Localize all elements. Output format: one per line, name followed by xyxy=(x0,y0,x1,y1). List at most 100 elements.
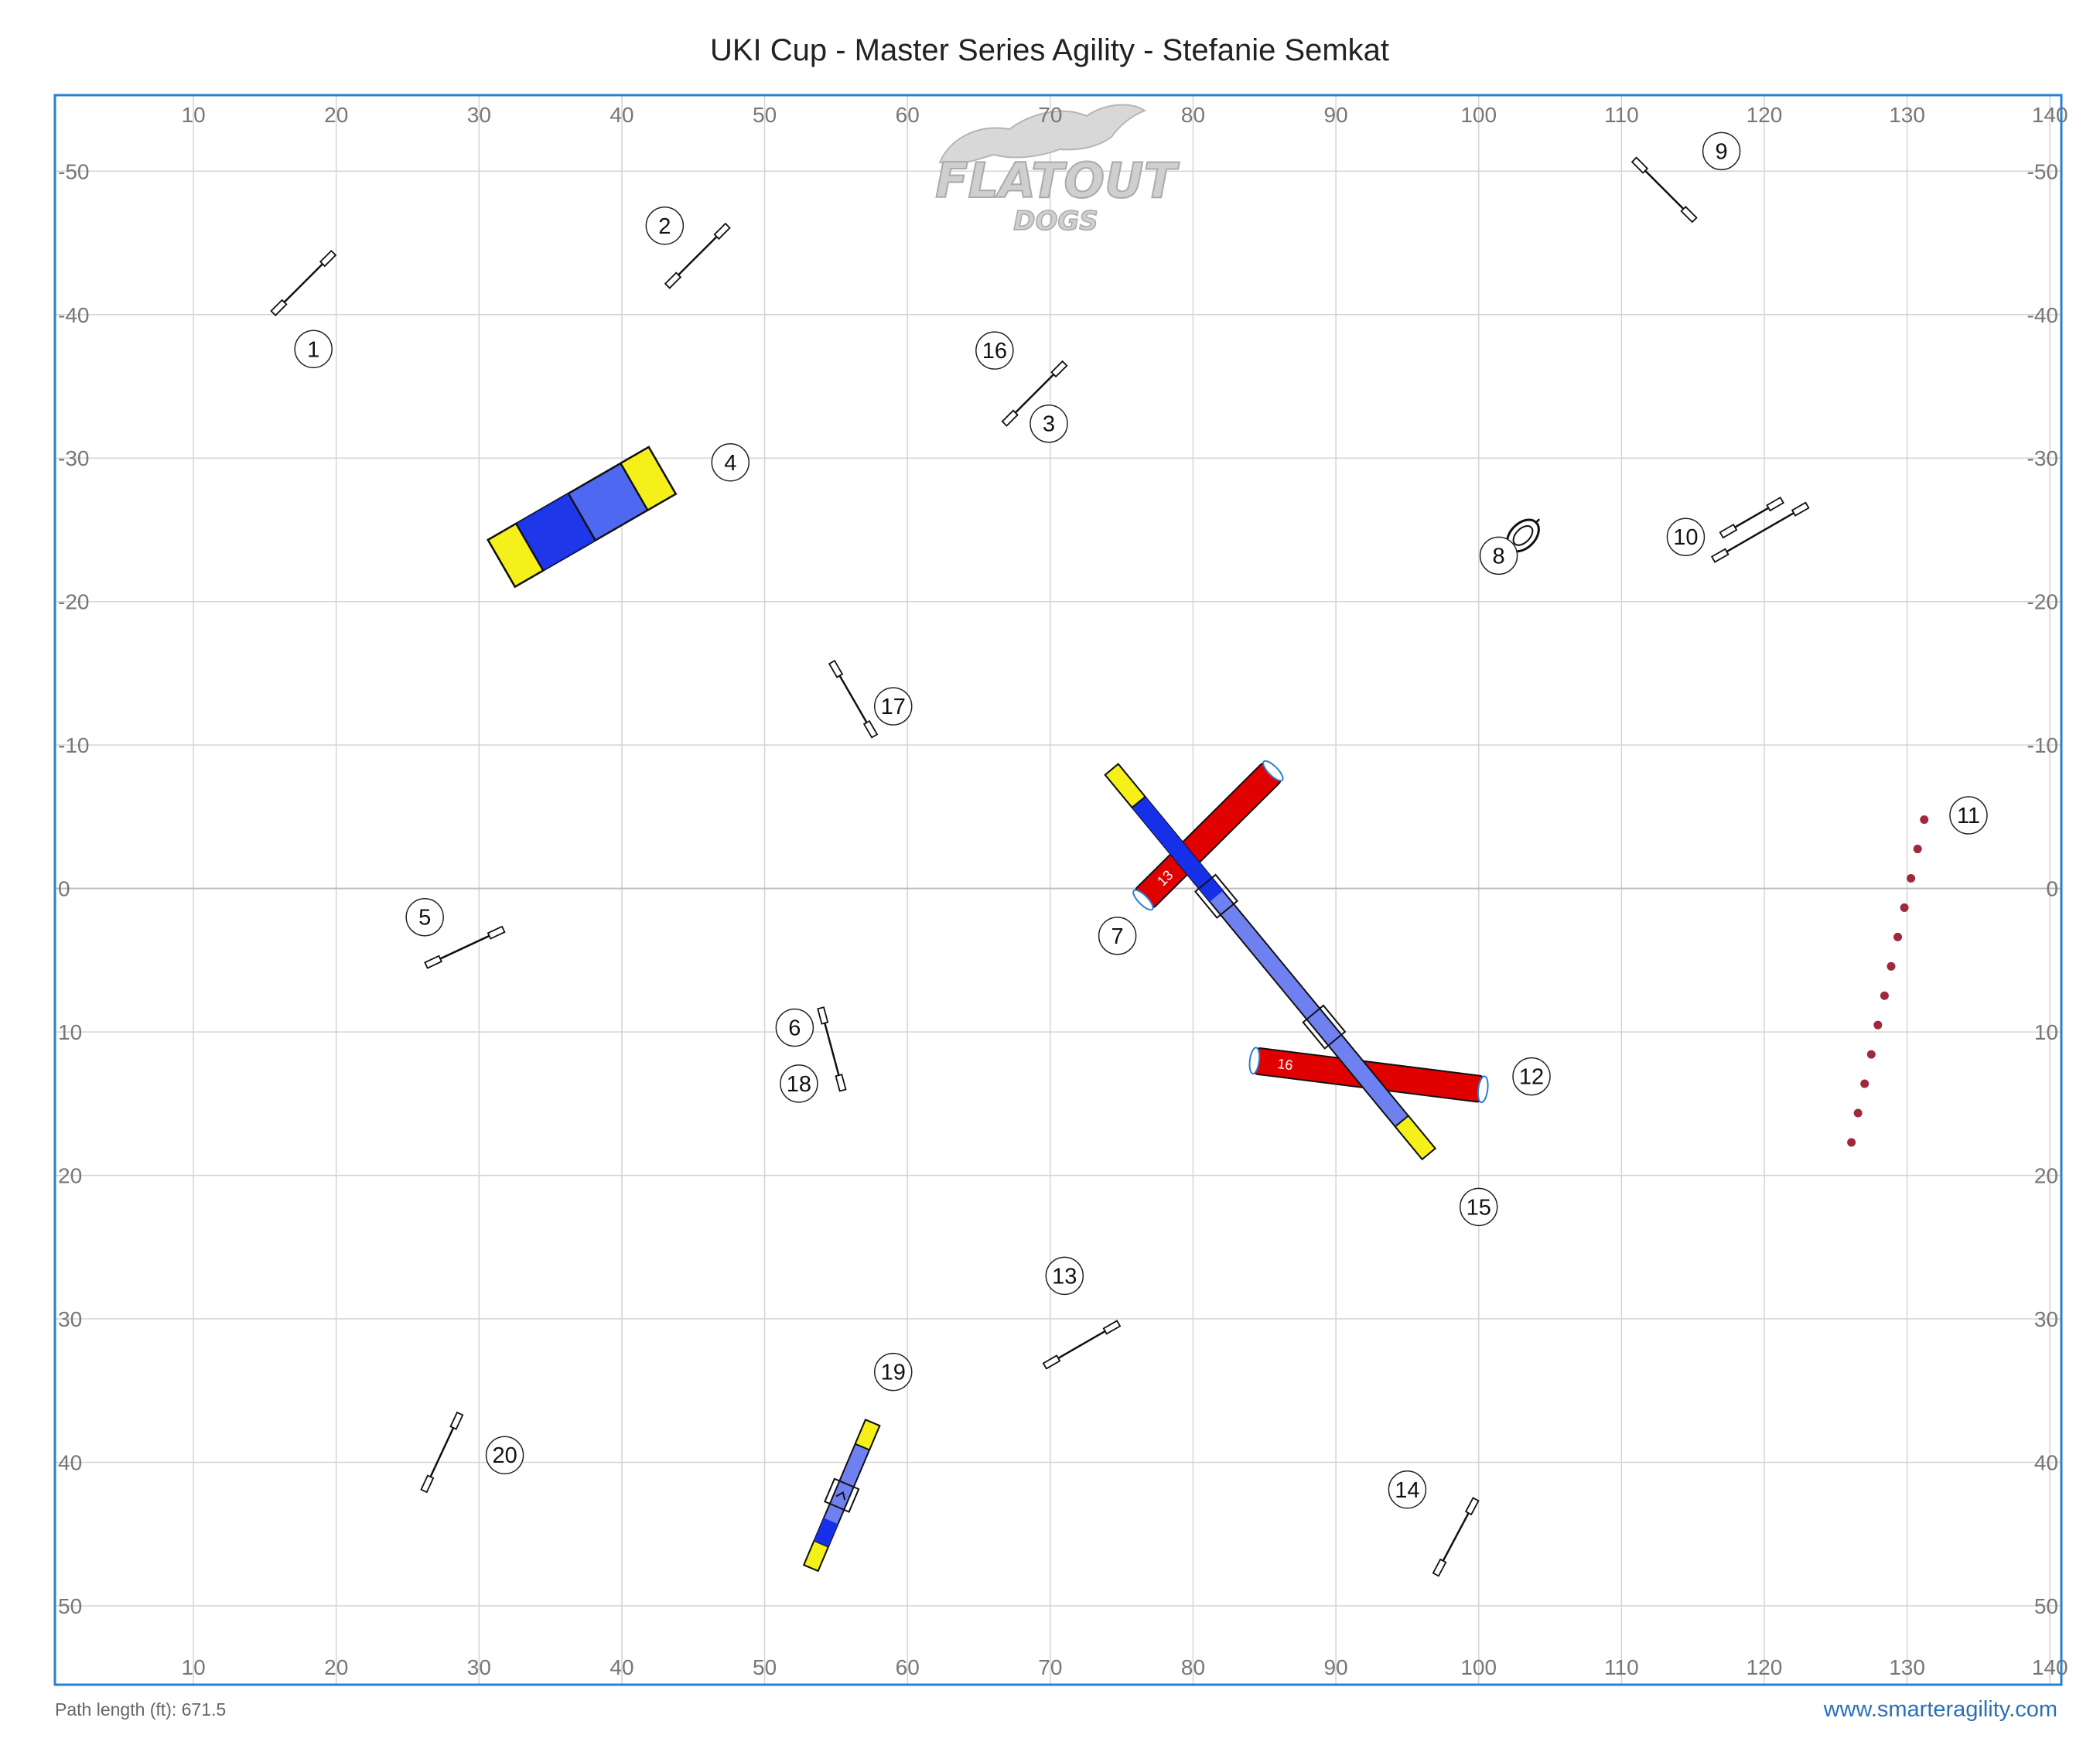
x-tick-label-bottom: 10 xyxy=(182,1655,206,1679)
number-label: 10 xyxy=(1673,525,1698,550)
number-label: 20 xyxy=(492,1443,517,1468)
jump-obstacle xyxy=(664,222,731,289)
y-tick-label-left: -40 xyxy=(58,303,89,327)
y-tick-label-left: 30 xyxy=(58,1307,82,1331)
sequence-number: 8 xyxy=(1479,536,1518,575)
number-label: 6 xyxy=(788,1016,801,1041)
sequence-number: 5 xyxy=(405,897,444,937)
number-circle xyxy=(1045,1256,1084,1296)
y-tick-label-right: -50 xyxy=(2027,159,2058,183)
tunnel-label: 16 xyxy=(1276,1056,1293,1073)
number-circle xyxy=(780,1064,818,1103)
number-circle xyxy=(775,1008,814,1047)
y-tick-label-right: -10 xyxy=(2027,733,2058,757)
sequence-number: 2 xyxy=(645,207,685,245)
jump-obstacle xyxy=(828,659,879,739)
number-label: 9 xyxy=(1716,139,1728,164)
x-tick-label-bottom: 140 xyxy=(2032,1655,2068,1679)
number-circle xyxy=(485,1436,524,1474)
sequence-number: 19 xyxy=(874,1352,913,1392)
jump-wing xyxy=(1791,501,1810,517)
x-tick-label-bottom: 40 xyxy=(610,1655,633,1679)
x-tick-label-top: 130 xyxy=(1889,103,1925,127)
y-tick-label-left: 50 xyxy=(58,1594,82,1618)
y-tick-label-left: 20 xyxy=(58,1164,82,1188)
direction-arrow-icon xyxy=(835,1491,846,1501)
dogwalk-obstacle xyxy=(1104,763,1436,1161)
jump-wing xyxy=(319,249,337,268)
path-length-label: Path length (ft): 671.5 xyxy=(55,1699,226,1720)
field-frame xyxy=(53,94,2063,1686)
y-tick-label-left: -50 xyxy=(58,159,89,183)
x-tick-label-bottom: 130 xyxy=(1889,1655,1925,1679)
weave-pole xyxy=(1907,873,1916,883)
jump-wing xyxy=(1680,206,1698,224)
tunnel-obstacle: 13 xyxy=(1132,760,1284,911)
x-tick-label-bottom: 110 xyxy=(1604,1655,1639,1679)
sequence-number: 18 xyxy=(780,1064,818,1103)
sequence-number: 3 xyxy=(1030,404,1068,443)
contact-zone xyxy=(1104,763,1146,809)
y-tick-label-left: -20 xyxy=(58,590,89,614)
weave-pole xyxy=(1880,991,1889,1000)
jump-wing xyxy=(1042,1354,1061,1370)
flatout-dogs-logo: FLATOUT DOGS xyxy=(934,104,1180,237)
seesaw-obstacle xyxy=(802,1419,881,1573)
x-tick-label-top: 10 xyxy=(182,103,206,127)
x-tick-label-bottom: 50 xyxy=(753,1655,777,1679)
x-tick-label-bottom: 20 xyxy=(324,1655,348,1679)
jump-wing xyxy=(1719,523,1738,539)
jump-bar xyxy=(1712,504,1808,561)
seesaw-pivot xyxy=(824,1477,860,1513)
contact-zone xyxy=(619,446,678,512)
a-frame-obstacle xyxy=(487,446,678,589)
sequence-number: 4 xyxy=(711,443,750,482)
website-link[interactable]: www.smarteragility.com xyxy=(1823,1697,2057,1722)
x-tick-label-top: 20 xyxy=(324,103,348,127)
double-jump-obstacle xyxy=(1710,496,1810,563)
number-circle xyxy=(1388,1470,1427,1509)
number-circle xyxy=(975,331,1014,370)
jump-obstacle xyxy=(817,1006,847,1092)
jump-wing xyxy=(449,1411,464,1430)
grid-lines xyxy=(55,95,2061,1685)
x-tick-label-bottom: 30 xyxy=(467,1655,491,1679)
number-circle xyxy=(1030,404,1068,443)
sequence-number: 11 xyxy=(1949,796,1988,835)
weave-pole xyxy=(1866,1050,1876,1059)
contact-zone xyxy=(802,1539,830,1573)
number-label: 19 xyxy=(881,1361,906,1385)
jump-wing xyxy=(862,719,879,739)
tire-inner xyxy=(1512,525,1534,546)
number-label: 14 xyxy=(1395,1478,1419,1503)
y-tick-label-right: 10 xyxy=(2034,1020,2058,1044)
number-circle xyxy=(711,443,750,482)
jump-wing xyxy=(420,1474,435,1494)
number-circle xyxy=(1702,131,1741,171)
contact-zone xyxy=(487,522,545,589)
number-circle xyxy=(645,207,685,245)
x-tick-label-bottom: 70 xyxy=(1038,1655,1062,1679)
sequence-number: 15 xyxy=(1459,1187,1498,1227)
dogwalk-support xyxy=(1193,873,1239,919)
seesaw-shade xyxy=(814,1518,838,1547)
sequence-number: 12 xyxy=(1512,1057,1551,1096)
jump-wing xyxy=(1710,548,1730,563)
sequence-number: 14 xyxy=(1388,1470,1427,1509)
number-circle xyxy=(874,1352,913,1392)
y-tick-label-right: 50 xyxy=(2034,1594,2058,1618)
number-label: 13 xyxy=(1052,1264,1077,1289)
a-frame-apex xyxy=(567,493,596,541)
jump-obstacle xyxy=(420,1411,464,1494)
x-tick-label-bottom: 120 xyxy=(1747,1655,1783,1679)
jump-wing xyxy=(1766,496,1784,512)
y-tick-label-right: -40 xyxy=(2027,303,2058,327)
x-tick-label-top: 30 xyxy=(467,103,491,127)
number-circle xyxy=(1666,517,1706,556)
weave-pole xyxy=(1900,903,1909,912)
number-label: 18 xyxy=(787,1072,811,1097)
x-tick-label-top: 120 xyxy=(1747,103,1783,127)
weave-pole xyxy=(1913,845,1922,854)
